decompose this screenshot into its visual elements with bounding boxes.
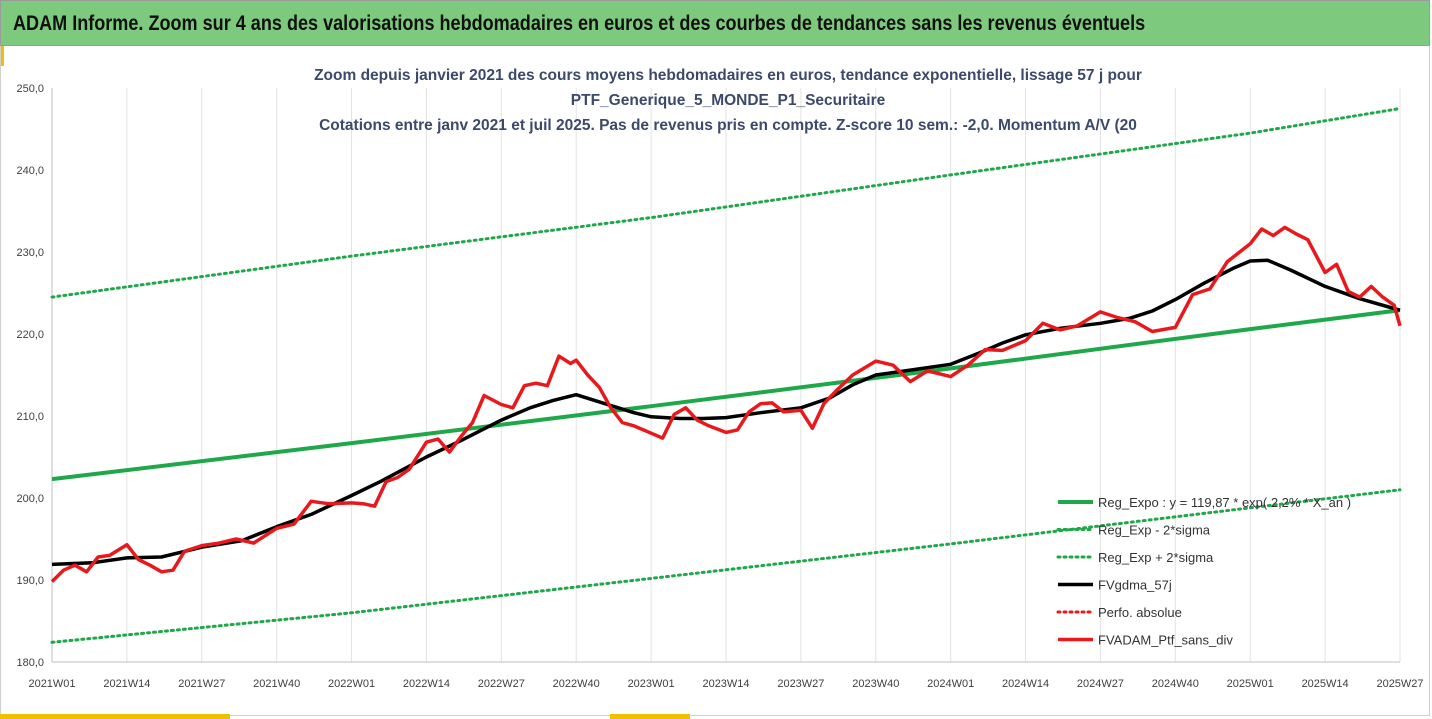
y-tick-label: 240,0 [16,165,44,177]
x-tick-label: 2022W40 [553,678,600,690]
x-tick-label: 2021W27 [178,678,225,690]
legend-label-6: FVADAM_Ptf_sans_div [1098,633,1233,648]
x-tick-label: 2021W01 [28,678,75,690]
legend-label-4: FVgdma_57j [1098,578,1172,593]
chart-title-line-2: PTF_Generique_5_MONDE_P1_Securitaire [571,92,886,109]
chart-title: Zoom depuis janvier 2021 des cours moyen… [314,67,1142,134]
series-line-3 [50,107,1402,299]
x-tick-label: 2025W27 [1376,678,1423,690]
y-tick-label: 190,0 [16,575,44,587]
chart-title-line-3: Cotations entre janv 2021 et juil 2025. … [319,117,1137,134]
x-tick-label: 2023W14 [702,678,749,690]
legend-label-1: Reg_Expo : y = 119,87 * exp( 2,2% * X_an… [1098,495,1351,510]
y-tick-label: 220,0 [16,329,44,341]
grid [51,88,1401,662]
x-tick-label: 2024W27 [1077,678,1124,690]
x-tick-label: 2023W40 [852,678,899,690]
series-line-2 [50,488,1402,644]
x-tick-label: 2023W01 [628,678,675,690]
x-tick-label: 2021W40 [253,678,300,690]
chart-frame [0,46,1430,716]
legend-label-5: Perfo. absolue [1098,605,1182,620]
y-tick-label: 200,0 [16,493,44,505]
x-tick-label: 2022W27 [478,678,525,690]
legend: Reg_Expo : y = 119,87 * exp( 2,2% * X_an… [1056,495,1351,648]
y-tick-label: 210,0 [16,411,44,423]
series [50,107,1402,644]
x-tick-label: 2022W01 [328,678,375,690]
x-tick-label: 2022W14 [403,678,450,690]
x-tick-label: 2024W40 [1152,678,1199,690]
x-tick-label: 2024W01 [927,678,974,690]
accent-bar-bottom-left [0,714,230,719]
legend-label-3: Reg_Exp + 2*sigma [1098,550,1214,565]
y-tick-label: 180,0 [16,657,44,669]
x-tick-label: 2025W01 [1227,678,1274,690]
chart-title-line-1: Zoom depuis janvier 2021 des cours moyen… [314,67,1142,84]
y-tick-label: 250,0 [16,83,44,95]
report-banner: ADAM Informe. Zoom sur 4 ans des valoris… [0,0,1430,46]
accent-bar-bottom-mid [610,714,690,719]
axes: 2021W01 2021W14 2021W27 2021W40 2022W01 2022W… [16,83,1423,690]
x-tick-label: 2024W14 [1002,678,1049,690]
x-tick-label: 2023W27 [777,678,824,690]
accent-bar [0,46,4,66]
legend-label-2: Reg_Exp - 2*sigma [1098,523,1211,538]
series-line-1 [51,308,1401,482]
x-tick-label: 2021W14 [103,678,150,690]
x-tick-label: 2025W14 [1302,678,1349,690]
y-tick-label: 230,0 [16,247,44,259]
series-line-6 [50,225,1402,583]
report-title: ADAM Informe. Zoom sur 4 ans des valoris… [13,12,1146,35]
